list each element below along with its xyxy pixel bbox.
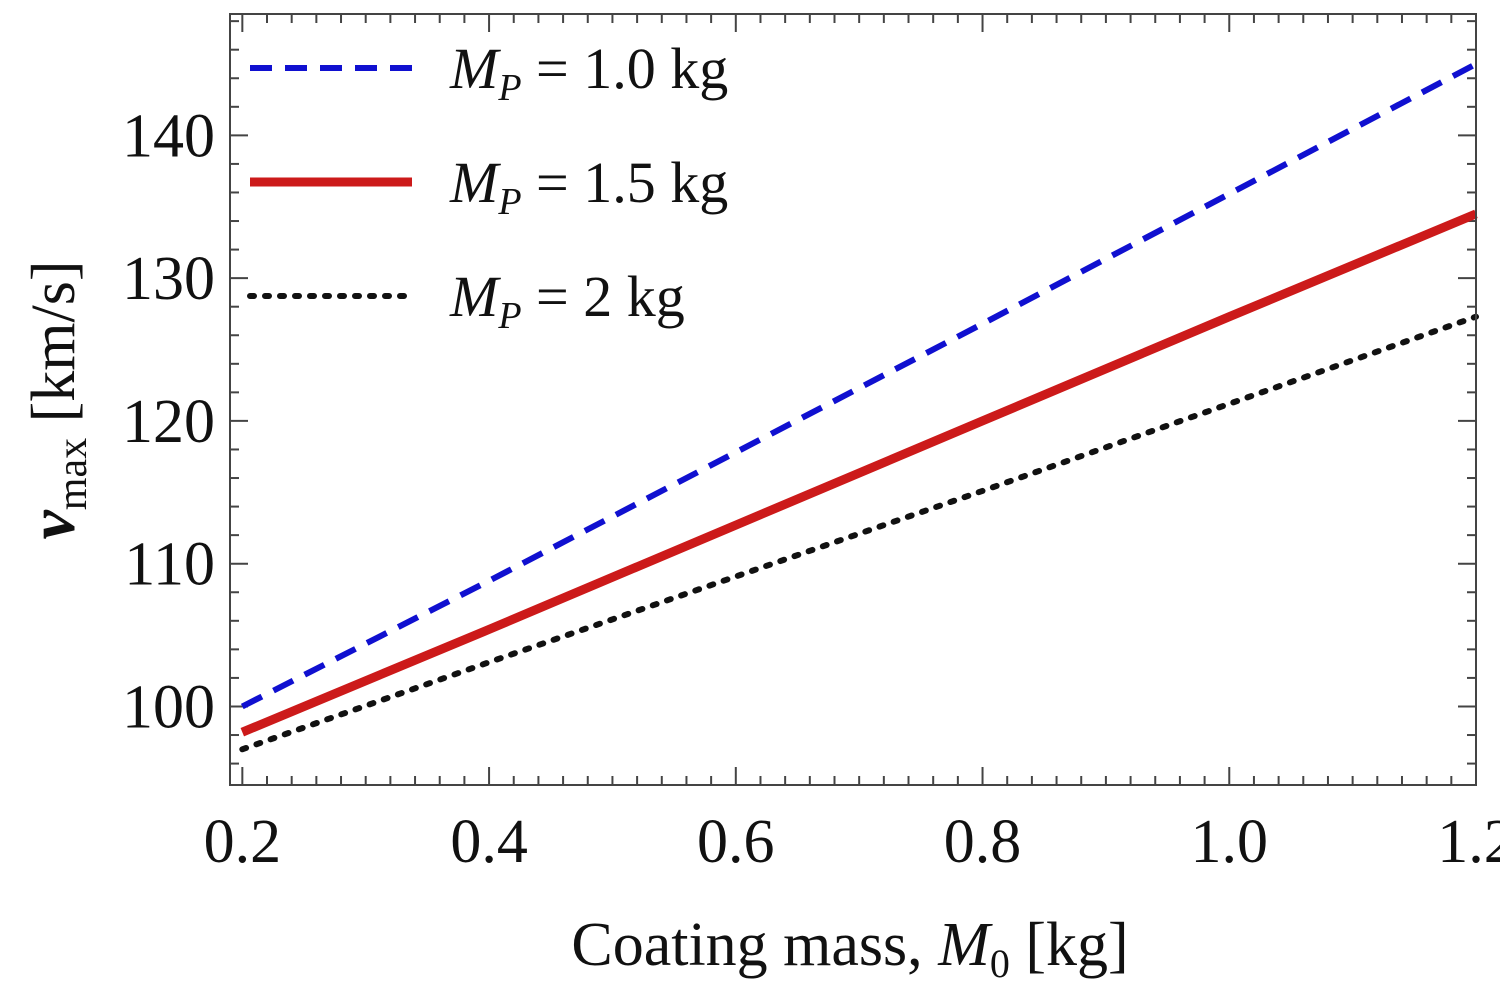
x-tick-label: 1.0 (1191, 808, 1269, 876)
x-tick-labels: 0.2 0.4 0.6 0.8 1.0 1.2 (204, 808, 1500, 876)
y-tick-label: 120 (122, 388, 215, 456)
x-tick-label: 0.8 (944, 808, 1022, 876)
series-line-1 (240, 209, 1478, 737)
y-tick-label: 110 (124, 531, 215, 599)
ticks-layer (230, 14, 1477, 785)
x-tick-label: 0.4 (450, 808, 528, 876)
legend-label-mp-1-5: MP = 1.5 kg (449, 150, 728, 223)
legend: MP = 1.0 kg MP = 1.5 kg MP = 2 kg (247, 36, 728, 337)
legend-label-mp-2: MP = 2 kg (449, 264, 685, 337)
series-line-0 (240, 61, 1478, 710)
legend-label-mp-1-0: MP = 1.0 kg (449, 36, 728, 109)
y-tick-label: 100 (122, 673, 215, 741)
y-tick-label: 140 (122, 102, 215, 170)
x-tick-label: 0.2 (204, 808, 282, 876)
x-tick-label: 1.2 (1437, 808, 1500, 876)
y-tick-labels: 100 110 120 130 140 (122, 102, 215, 741)
x-axis-title: Coating mass, M0 [kg] (571, 911, 1128, 986)
x-tick-label: 0.6 (697, 808, 775, 876)
y-tick-label: 130 (122, 245, 215, 313)
y-axis-title: vmax [km/s] (16, 261, 96, 540)
series-layer (239, 61, 1479, 753)
plot-frame (229, 13, 1477, 786)
